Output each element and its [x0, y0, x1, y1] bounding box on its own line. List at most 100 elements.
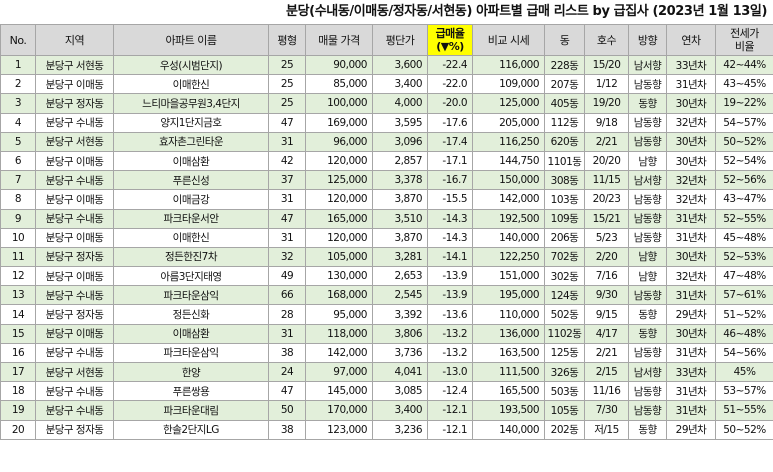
cell-price[interactable]: 125,000	[305, 170, 373, 191]
cell-apartment[interactable]: 느티마을공무원3,4단지	[113, 93, 269, 114]
cell-apartment[interactable]: 아름3단지태영	[113, 266, 269, 287]
cell-pyeong[interactable]: 31	[268, 323, 306, 344]
cell-unit[interactable]: 15/21	[584, 208, 629, 229]
cell-region[interactable]: 분당구 수내동	[35, 285, 114, 306]
cell-region[interactable]: 분당구 정자동	[35, 304, 114, 325]
cell-price-per-pyeong[interactable]: 3,870	[372, 189, 428, 210]
cell-price-per-pyeong[interactable]: 4,041	[372, 361, 428, 383]
cell-dong[interactable]: 103동	[544, 189, 585, 210]
table-row[interactable]: 13 분당구 수내동 파크타운삼익 66 168,000 2,545 -13.9 195,00…	[0, 285, 773, 306]
cell-years[interactable]: 32년차	[666, 112, 716, 133]
cell-unit[interactable]: 1/12	[584, 74, 629, 95]
header-apartment[interactable]: 아파트 이름	[113, 24, 269, 56]
cell-compare-price[interactable]: 140,000	[472, 227, 545, 248]
cell-no[interactable]: 16	[0, 342, 36, 364]
cell-pyeong[interactable]: 31	[268, 131, 306, 152]
cell-apartment[interactable]: 우성(시범단지)	[113, 54, 269, 76]
cell-no[interactable]: 8	[0, 189, 36, 210]
cell-price-per-pyeong[interactable]: 2,545	[372, 285, 428, 306]
cell-region[interactable]: 분당구 이매동	[35, 266, 114, 287]
table-row[interactable]: 14 분당구 정자동 정든신화 28 95,000 3,392 -13.6 110,000 50…	[0, 304, 773, 325]
cell-drop-rate[interactable]: -15.5	[427, 189, 473, 210]
cell-region[interactable]: 분당구 서현동	[35, 361, 114, 383]
cell-dong[interactable]: 308동	[544, 170, 585, 191]
cell-price[interactable]: 145,000	[305, 381, 373, 402]
cell-compare-price[interactable]: 140,000	[472, 419, 545, 440]
cell-unit[interactable]: 저/15	[584, 419, 629, 440]
cell-no[interactable]: 11	[0, 246, 36, 268]
cell-compare-price[interactable]: 136,000	[472, 323, 545, 344]
cell-years[interactable]: 31년차	[666, 208, 716, 229]
cell-no[interactable]: 9	[0, 208, 36, 229]
cell-dong[interactable]: 1101동	[544, 150, 585, 172]
cell-price-per-pyeong[interactable]: 3,806	[372, 323, 428, 344]
cell-region[interactable]: 분당구 수내동	[35, 381, 114, 402]
cell-direction[interactable]: 동향	[628, 419, 667, 440]
cell-apartment[interactable]: 푸른쌍용	[113, 381, 269, 402]
cell-region[interactable]: 분당구 이매동	[35, 189, 114, 210]
cell-compare-price[interactable]: 150,000	[472, 170, 545, 191]
cell-years[interactable]: 31년차	[666, 342, 716, 364]
cell-years[interactable]: 31년차	[666, 285, 716, 306]
cell-price[interactable]: 123,000	[305, 419, 373, 440]
cell-jeonse-ratio[interactable]: 54~57%	[715, 112, 773, 133]
cell-region[interactable]: 분당구 이매동	[35, 323, 114, 344]
cell-direction[interactable]: 동향	[628, 304, 667, 325]
cell-drop-rate[interactable]: -22.0	[427, 74, 473, 95]
table-row[interactable]: 11 분당구 정자동 정든한진7차 32 105,000 3,281 -14.1 122,25…	[0, 246, 773, 268]
cell-years[interactable]: 32년차	[666, 266, 716, 287]
cell-unit[interactable]: 4/17	[584, 323, 629, 344]
cell-unit[interactable]: 7/16	[584, 266, 629, 287]
cell-compare-price[interactable]: 109,000	[472, 74, 545, 95]
cell-drop-rate[interactable]: -12.1	[427, 400, 473, 421]
cell-jeonse-ratio[interactable]: 51~55%	[715, 400, 773, 421]
table-row[interactable]: 1 분당구 서현동 우성(시범단지) 25 90,000 3,600 -22.4 116,00…	[0, 54, 773, 76]
cell-price-per-pyeong[interactable]: 3,595	[372, 112, 428, 133]
cell-price-per-pyeong[interactable]: 4,000	[372, 93, 428, 114]
cell-drop-rate[interactable]: -13.2	[427, 323, 473, 344]
cell-compare-price[interactable]: 144,750	[472, 150, 545, 172]
cell-apartment[interactable]: 이매삼환	[113, 150, 269, 172]
cell-jeonse-ratio[interactable]: 45%	[715, 361, 773, 383]
cell-compare-price[interactable]: 111,500	[472, 361, 545, 383]
cell-price[interactable]: 105,000	[305, 246, 373, 268]
cell-apartment[interactable]: 이매금강	[113, 189, 269, 210]
cell-compare-price[interactable]: 192,500	[472, 208, 545, 229]
cell-price-per-pyeong[interactable]: 3,236	[372, 419, 428, 440]
cell-years[interactable]: 33년차	[666, 54, 716, 76]
cell-years[interactable]: 33년차	[666, 361, 716, 383]
cell-price[interactable]: 130,000	[305, 266, 373, 287]
cell-unit[interactable]: 2/21	[584, 342, 629, 364]
cell-pyeong[interactable]: 50	[268, 400, 306, 421]
cell-years[interactable]: 31년차	[666, 74, 716, 95]
cell-drop-rate[interactable]: -17.4	[427, 131, 473, 152]
cell-unit[interactable]: 5/23	[584, 227, 629, 248]
cell-compare-price[interactable]: 163,500	[472, 342, 545, 364]
cell-region[interactable]: 분당구 수내동	[35, 400, 114, 421]
cell-price[interactable]: 120,000	[305, 150, 373, 172]
cell-direction[interactable]: 남동향	[628, 74, 667, 95]
cell-jeonse-ratio[interactable]: 46~48%	[715, 323, 773, 344]
cell-no[interactable]: 6	[0, 150, 36, 172]
cell-pyeong[interactable]: 38	[268, 419, 306, 440]
cell-jeonse-ratio[interactable]: 43~45%	[715, 74, 773, 95]
cell-apartment[interactable]: 이매삼환	[113, 323, 269, 344]
cell-dong[interactable]: 202동	[544, 419, 585, 440]
table-row[interactable]: 3 분당구 정자동 느티마을공무원3,4단지 25 100,000 4,000 -20.0 1…	[0, 93, 773, 114]
cell-no[interactable]: 12	[0, 266, 36, 287]
cell-unit[interactable]: 9/18	[584, 112, 629, 133]
cell-dong[interactable]: 206동	[544, 227, 585, 248]
header-pyeong[interactable]: 평형	[268, 24, 306, 56]
cell-apartment[interactable]: 파크타운삼익	[113, 342, 269, 364]
cell-direction[interactable]: 남동향	[628, 400, 667, 421]
table-row[interactable]: 19 분당구 수내동 파크타운대림 50 170,000 3,400 -12.1 193,50…	[0, 400, 773, 421]
cell-drop-rate[interactable]: -17.6	[427, 112, 473, 133]
cell-pyeong[interactable]: 25	[268, 93, 306, 114]
table-row[interactable]: 5 분당구 서현동 효자촌그린타운 31 96,000 3,096 -17.4 116,250…	[0, 131, 773, 152]
cell-jeonse-ratio[interactable]: 52~54%	[715, 150, 773, 172]
cell-price[interactable]: 90,000	[305, 54, 373, 76]
header-jeonse-ratio[interactable]: 전세가 비율	[715, 24, 773, 56]
cell-price-per-pyeong[interactable]: 2,653	[372, 266, 428, 287]
cell-no[interactable]: 19	[0, 400, 36, 421]
header-unit[interactable]: 호수	[584, 24, 629, 56]
